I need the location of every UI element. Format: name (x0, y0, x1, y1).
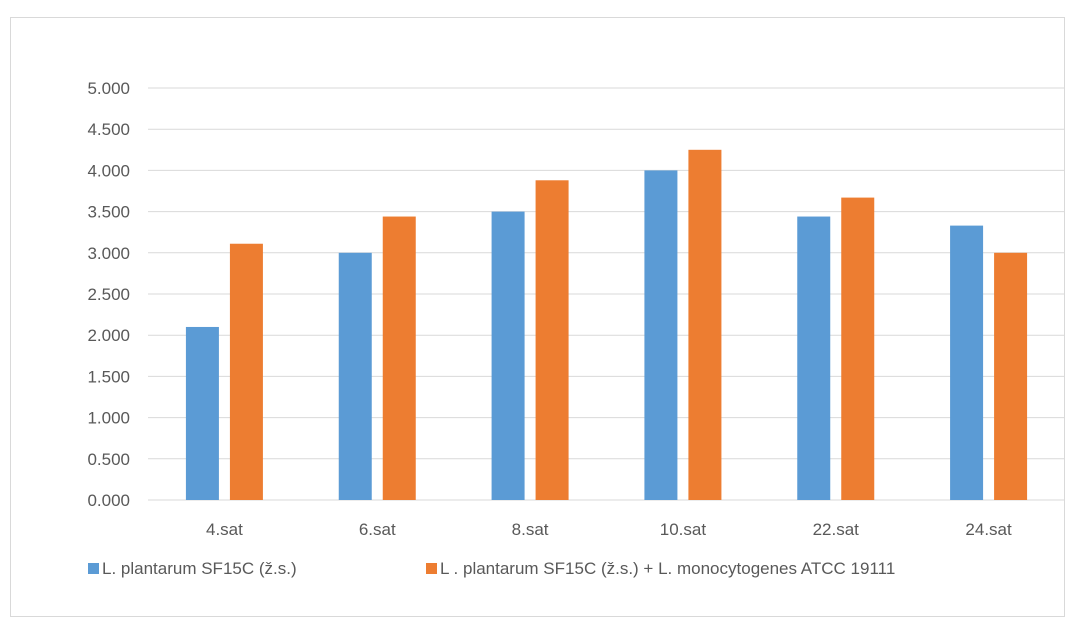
x-tick-label: 8.sat (512, 520, 549, 539)
bar-4-sat-series-2 (229, 243, 263, 500)
bar-22-sat-series-1 (797, 216, 831, 500)
bar-24-sat-series-1 (950, 225, 984, 500)
y-tick-label: 3.000 (87, 244, 130, 263)
x-tick-label: 6.sat (359, 520, 396, 539)
y-axis-ticks: 0.000 0.500 1.000 1.500 2.000 2.500 3.000 3.500… (87, 79, 130, 510)
x-tick-label: 10.sat (660, 520, 707, 539)
y-tick-label: 2.000 (87, 326, 130, 345)
bars (185, 149, 1028, 501)
legend-swatch-series-1 (88, 563, 99, 574)
legend-label-series-2: L . plantarum SF15C (ž.s.) + L. monocyto… (440, 559, 895, 578)
y-tick-label: 3.500 (87, 203, 130, 222)
bar-8-sat-series-2 (535, 180, 569, 500)
y-tick-label: 1.000 (87, 409, 130, 428)
x-tick-label: 4.sat (206, 520, 243, 539)
x-tick-label: 22.sat (813, 520, 860, 539)
bar-24-sat-series-2 (994, 252, 1028, 500)
bar-10-sat-series-2 (688, 149, 722, 501)
bar-6-sat-series-2 (382, 216, 416, 500)
gridlines (148, 87, 1065, 501)
bar-6-sat-series-1 (338, 252, 372, 500)
legend-swatch-series-2 (426, 563, 437, 574)
y-tick-label: 0.000 (87, 491, 130, 510)
bar-4-sat-series-1 (185, 326, 219, 500)
bar-10-sat-series-1 (644, 170, 678, 500)
y-tick-label: 2.500 (87, 285, 130, 304)
y-tick-label: 1.500 (87, 367, 130, 386)
x-tick-label: 24.sat (965, 520, 1012, 539)
y-tick-label: 4.000 (87, 161, 130, 180)
y-tick-label: 4.500 (87, 120, 130, 139)
x-axis-ticks: 4.sat 6.sat 8.sat 10.sat 22.sat 24.sat (206, 520, 1012, 539)
bar-8-sat-series-1 (491, 211, 525, 500)
legend: L. plantarum SF15C (ž.s.) L . plantarum S… (88, 559, 895, 578)
bar-22-sat-series-2 (841, 197, 875, 501)
y-tick-label: 5.000 (87, 79, 130, 98)
legend-label-series-1: L. plantarum SF15C (ž.s.) (102, 559, 297, 578)
y-tick-label: 0.500 (87, 450, 130, 469)
